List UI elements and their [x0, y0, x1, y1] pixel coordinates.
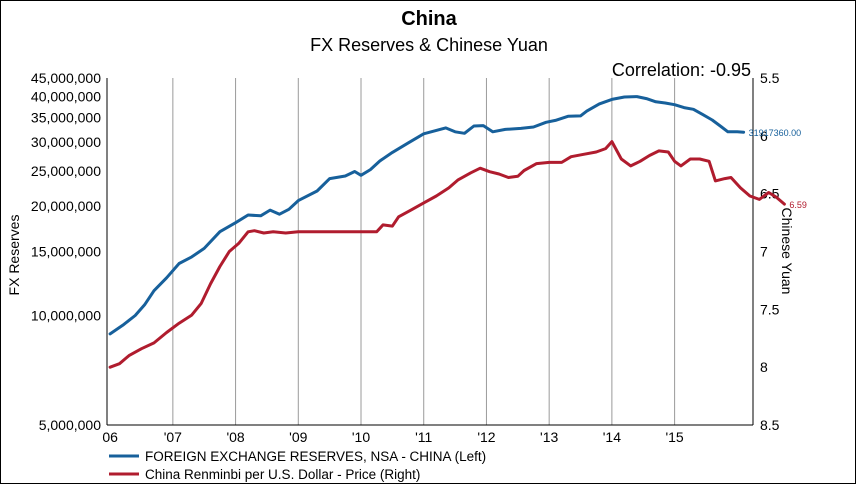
chart-subtitle: FX Reserves & Chinese Yuan: [310, 35, 548, 55]
left-tick-label: 40,000,000: [31, 89, 101, 105]
x-tick-label: '14: [603, 429, 621, 445]
x-tick-label: '13: [540, 429, 558, 445]
right-tick-label: 8: [760, 359, 768, 375]
x-tick-label: '10: [352, 429, 370, 445]
right-axis-label: Chinese Yuan: [779, 208, 795, 295]
x-tick-label: '08: [226, 429, 244, 445]
x-tick-label: '09: [289, 429, 307, 445]
right-tick-label: 6: [760, 128, 768, 144]
x-tick-label: '07: [164, 429, 182, 445]
left-tick-label: 10,000,000: [31, 308, 101, 324]
x-tick-label: '11: [415, 429, 432, 445]
right-tick-label: 7: [760, 244, 768, 260]
chart-legend: FOREIGN EXCHANGE RESERVES, NSA - CHINA (…: [109, 449, 486, 482]
left-axis-label: FX Reserves: [6, 215, 22, 296]
correlation-annotation: Correlation: -0.95: [612, 60, 751, 80]
x-tick-label: '15: [665, 429, 683, 445]
left-tick-label: 30,000,000: [31, 134, 101, 150]
left-axis-ticks: 5,000,000 10,000,000 15,000,000 20,000,000 2…: [31, 70, 101, 433]
right-tick-label: 7.5: [760, 301, 780, 317]
right-tick-label: 8.5: [760, 417, 780, 433]
x-tick-label: '12: [477, 429, 495, 445]
right-tick-label: 5.5: [760, 70, 780, 86]
legend-entry: FOREIGN EXCHANGE RESERVES, NSA - CHINA (…: [145, 449, 486, 464]
chart-title: China: [401, 8, 457, 30]
left-tick-label: 5,000,000: [39, 417, 101, 433]
last-value-label: 31917360.00: [749, 128, 802, 138]
x-tick-label: 06: [102, 429, 118, 445]
chart-series: 31917360.00 6.59: [108, 95, 807, 369]
left-tick-label: 35,000,000: [31, 110, 101, 126]
yuan-line: [108, 140, 786, 369]
left-tick-label: 20,000,000: [31, 198, 101, 214]
fx-reserves-line: [108, 95, 746, 336]
right-axis-ticks: 5.566.577.588.5: [760, 70, 780, 433]
x-axis-ticks: 06 '07 '08 '09 '10 '11 '12 '13 '14 '15: [102, 429, 684, 445]
chart-axes: [106, 78, 754, 426]
left-tick-label: 45,000,000: [31, 70, 101, 86]
left-tick-label: 15,000,000: [31, 244, 101, 260]
left-tick-label: 25,000,000: [31, 163, 101, 179]
vertical-grid: [172, 78, 676, 425]
legend-entry: China Renminbi per U.S. Dollar - Price (…: [145, 467, 420, 482]
last-value-label: 6.59: [789, 200, 807, 210]
